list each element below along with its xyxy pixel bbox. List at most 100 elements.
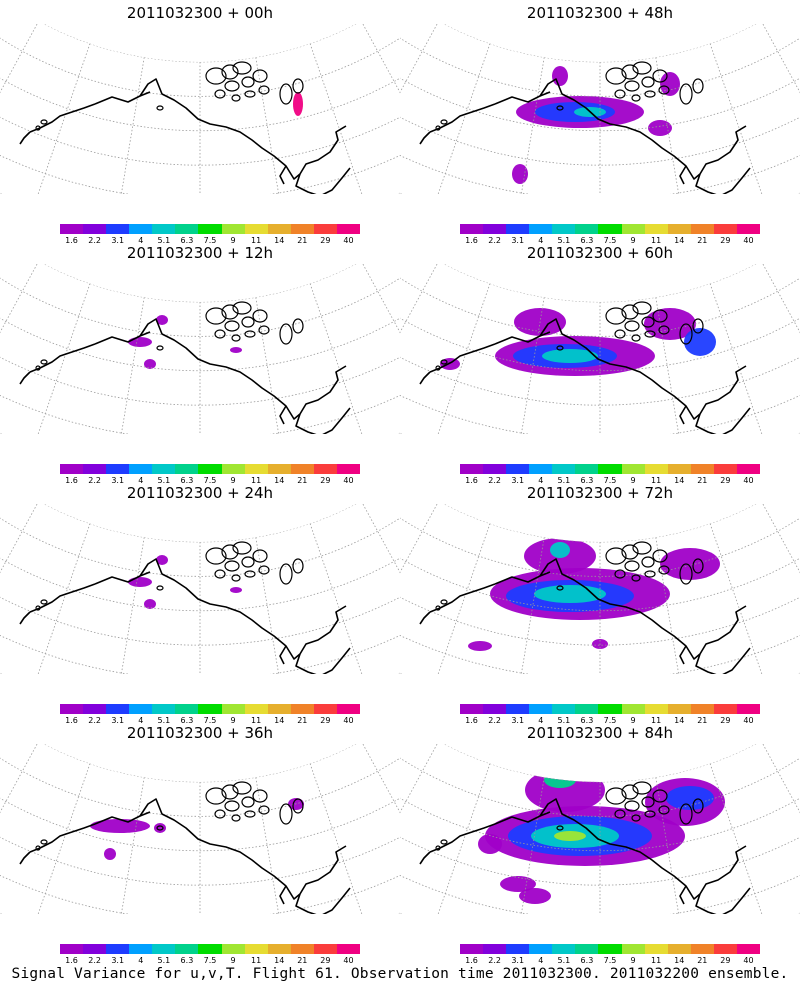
longitude-gridline — [0, 504, 40, 653]
colorbar-label: 6.3 — [180, 716, 194, 725]
coastline — [19, 371, 31, 385]
variance-contour — [552, 66, 568, 86]
colorbar-swatch — [129, 944, 153, 954]
panel-title: 2011032300 + 72h — [526, 484, 674, 502]
colorbar-swatch — [267, 464, 291, 474]
colorbar-label: 21 — [297, 236, 308, 245]
colorbar-label: 2.2 — [88, 716, 101, 725]
colorbar-swatch — [621, 944, 645, 954]
coastline — [695, 887, 751, 914]
variance-contour — [478, 834, 502, 854]
colorbar-label: 40 — [343, 716, 354, 725]
colorbar-swatch — [575, 224, 599, 234]
longitude-gridline — [433, 763, 491, 914]
map-panel: 2011032300 + 72h 1.6 2.2 3.1 4 5.1 6.3 7.5 9 11 14… — [400, 480, 800, 730]
colorbar-label: 7.5 — [203, 236, 217, 245]
colorbar-swatch — [460, 464, 484, 474]
colorbar-label: 14 — [274, 716, 285, 725]
colorbar-label: 14 — [674, 236, 685, 245]
coastline — [494, 558, 747, 660]
longitude-gridline — [400, 24, 440, 173]
colorbar-label: 29 — [720, 476, 731, 485]
island-outline — [624, 320, 640, 332]
island-outline — [440, 359, 448, 365]
variance-contour — [550, 542, 570, 558]
colorbar-label: 29 — [320, 476, 331, 485]
colorbar-labels: 1.6 2.2 3.1 4 5.1 6.3 7.5 9 11 14 21 29 40 — [460, 956, 760, 966]
variance-map — [0, 24, 400, 194]
variance-map — [400, 24, 800, 194]
colorbar-label: 21 — [697, 236, 708, 245]
colorbar-swatch — [483, 224, 507, 234]
colorbar-swatch — [713, 704, 737, 714]
longitude-gridline — [655, 537, 685, 674]
colorbar-swatch — [506, 944, 530, 954]
island-outline — [241, 796, 255, 808]
colorbar-label: 21 — [297, 716, 308, 725]
island-outline — [252, 789, 268, 803]
island-outline — [435, 365, 441, 371]
variance-map — [400, 504, 800, 674]
longitude-gridline — [309, 763, 367, 914]
colorbar-swatch — [313, 704, 337, 714]
colorbar-label: 3.1 — [511, 236, 525, 245]
island-outline — [35, 365, 41, 371]
island-outline — [679, 323, 693, 345]
colorbar-swatch — [621, 464, 645, 474]
colorbar-swatch — [175, 464, 199, 474]
island-outline — [292, 318, 304, 334]
colorbar-label: 2.2 — [488, 716, 501, 725]
colorbar-swatch — [575, 464, 599, 474]
longitude-gridline — [515, 297, 545, 434]
colorbar-swatch — [106, 464, 130, 474]
island-outline — [692, 318, 704, 334]
variance-contour — [144, 359, 156, 369]
coastline — [139, 91, 151, 97]
latitude-gridline — [0, 24, 400, 97]
coastline — [139, 571, 151, 577]
variance-contour — [104, 848, 116, 860]
colorbar-label: 4 — [138, 236, 144, 245]
colorbar-swatch — [244, 704, 268, 714]
colorbar-swatch — [736, 704, 761, 714]
colorbar-label: 40 — [743, 716, 754, 725]
colorbar-swatch — [221, 224, 245, 234]
island-outline — [644, 330, 656, 338]
island-outline — [244, 330, 256, 338]
colorbar-label: 9 — [230, 476, 236, 485]
colorbar-label: 4 — [538, 476, 544, 485]
island-outline — [279, 563, 293, 585]
variance-contour — [500, 876, 536, 892]
colorbar-swatch — [152, 464, 176, 474]
longitude-gridline — [433, 523, 491, 674]
colorbar-label: 4 — [138, 476, 144, 485]
coastline — [279, 885, 287, 905]
colorbar-swatch — [552, 944, 576, 954]
island-outline — [292, 798, 304, 814]
colorbar-swatch — [198, 224, 222, 234]
colorbar-swatch — [152, 224, 176, 234]
island-outline — [232, 541, 252, 555]
variance-contour — [660, 72, 680, 96]
island-outline — [40, 119, 48, 125]
island-outline — [258, 805, 270, 815]
colorbar-label: 14 — [674, 716, 685, 725]
island-outline — [658, 85, 670, 95]
colorbar — [60, 464, 361, 474]
colorbar-swatch — [198, 464, 222, 474]
island-outline — [605, 547, 627, 565]
coastline — [94, 78, 347, 180]
longitude-gridline — [655, 57, 685, 194]
colorbar-swatch — [152, 944, 176, 954]
variance-contour — [468, 641, 492, 651]
colorbar-label: 3.1 — [111, 956, 125, 965]
colorbar-swatch — [713, 944, 737, 954]
colorbar-label: 7.5 — [203, 476, 217, 485]
colorbar-swatch — [60, 224, 84, 234]
island-outline — [632, 301, 652, 315]
colorbar-swatch — [690, 704, 714, 714]
island-outline — [658, 565, 670, 575]
island-outline — [292, 558, 304, 574]
colorbar-label: 29 — [720, 236, 731, 245]
colorbar-swatch — [598, 944, 622, 954]
